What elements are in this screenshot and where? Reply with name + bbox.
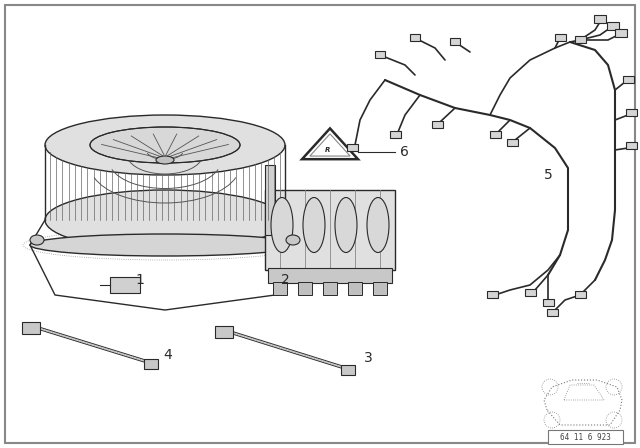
Bar — [373, 282, 387, 295]
Bar — [487, 291, 498, 298]
Bar — [547, 309, 558, 316]
Bar — [543, 299, 554, 306]
Bar — [594, 15, 606, 23]
Bar — [615, 29, 627, 37]
Bar — [623, 76, 634, 83]
Bar — [144, 359, 158, 369]
Bar — [347, 144, 358, 151]
Ellipse shape — [30, 235, 44, 245]
Bar — [348, 282, 362, 295]
Bar — [298, 282, 312, 295]
Text: 6: 6 — [400, 145, 409, 159]
Text: 5: 5 — [543, 168, 552, 182]
Ellipse shape — [303, 198, 325, 253]
Bar — [575, 291, 586, 298]
Ellipse shape — [286, 235, 300, 245]
Bar — [432, 121, 443, 128]
Text: 4: 4 — [164, 348, 172, 362]
Text: 2: 2 — [280, 273, 289, 287]
Bar — [390, 131, 401, 138]
Bar — [450, 38, 460, 45]
Ellipse shape — [335, 198, 357, 253]
Bar — [490, 131, 501, 138]
Bar — [626, 109, 637, 116]
Ellipse shape — [271, 198, 293, 253]
Ellipse shape — [156, 156, 174, 164]
Bar — [525, 289, 536, 296]
Bar — [555, 34, 566, 41]
Bar — [575, 36, 586, 43]
Bar — [273, 282, 287, 295]
Text: 1: 1 — [136, 273, 145, 287]
Text: 64 11 6 923: 64 11 6 923 — [559, 432, 611, 441]
Bar — [215, 326, 233, 338]
Ellipse shape — [90, 127, 240, 163]
Bar — [507, 139, 518, 146]
Bar — [341, 365, 355, 375]
Bar — [375, 51, 385, 58]
Ellipse shape — [367, 198, 389, 253]
Bar — [265, 165, 275, 235]
Bar — [607, 22, 619, 30]
Bar — [548, 430, 623, 444]
Bar — [626, 142, 637, 149]
Bar — [323, 282, 337, 295]
Text: 3: 3 — [364, 351, 372, 365]
Bar — [22, 322, 40, 334]
Bar — [265, 190, 395, 270]
Bar — [268, 268, 392, 283]
Ellipse shape — [45, 190, 285, 250]
Ellipse shape — [30, 234, 300, 256]
Bar — [110, 277, 140, 293]
Ellipse shape — [45, 115, 285, 175]
Bar — [410, 34, 420, 41]
Text: R: R — [325, 147, 331, 153]
